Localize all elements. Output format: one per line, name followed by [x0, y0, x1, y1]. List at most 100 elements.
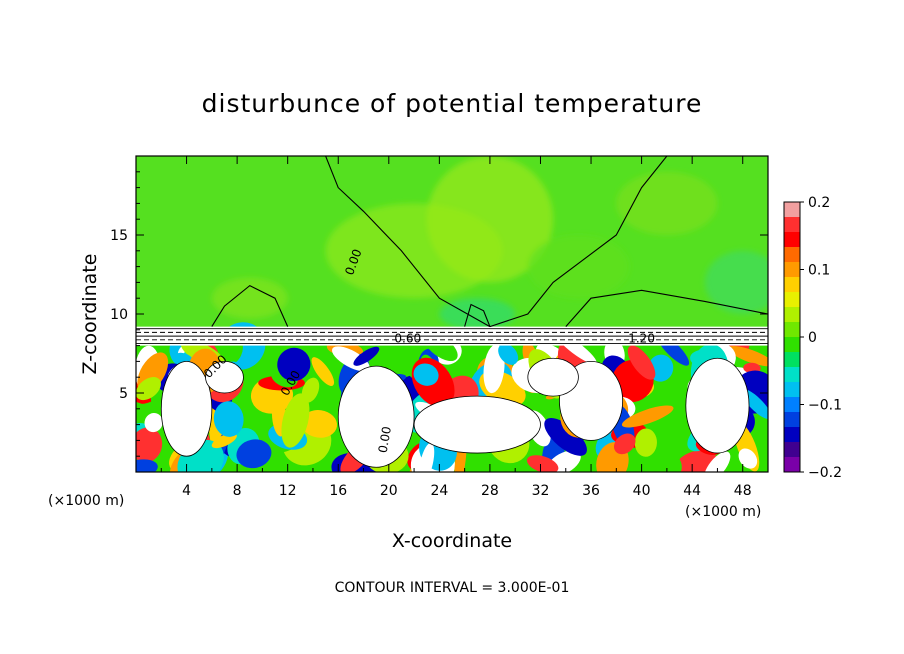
contour-line [489, 156, 668, 328]
lower-shade-blob [301, 377, 320, 403]
contour-label: 0.60 [394, 331, 421, 345]
lower-shade-blob [544, 417, 587, 456]
contour-line [325, 156, 491, 328]
upper-shade-blob [704, 250, 768, 314]
colorbar-swatch [784, 367, 800, 383]
white-core [160, 360, 213, 457]
white-core [205, 361, 244, 394]
x-unit-left: (×1000 m) [48, 493, 124, 509]
colorbar-swatch [784, 442, 800, 458]
lower-shade-blob [418, 442, 435, 472]
x-tick-label: 8 [233, 483, 242, 499]
upper-shade-blob [426, 156, 554, 283]
colorbar-swatch [784, 277, 800, 293]
lower-shade-blob [353, 346, 380, 366]
lower-shade-blob [277, 347, 311, 382]
x-tick-label: 40 [633, 483, 651, 499]
lower-shade-blob [498, 343, 519, 365]
colorbar-swatch [784, 352, 800, 368]
lower-shade-blob [136, 459, 158, 472]
x-tick-label: 16 [329, 483, 347, 499]
contour-lines [211, 156, 768, 328]
colorbar-tick-label: 0.1 [808, 263, 830, 279]
upper-field-shading [211, 156, 768, 330]
upper-shade-blob [527, 235, 629, 299]
x-axis-label: X-coordinate [392, 530, 512, 552]
colorbar-swatch [784, 412, 800, 428]
lower-shade-blob [136, 427, 163, 463]
upper-shade-blob [616, 171, 718, 235]
contour-line [565, 289, 768, 327]
x-unit-right: (×1000 m) [685, 504, 761, 520]
y-axis-label: Z-coordinate [79, 254, 101, 375]
contour-line [464, 303, 491, 327]
lower-shade-blob [301, 410, 338, 438]
colorbar-swatch [784, 457, 800, 473]
lower-shade-blob [674, 450, 719, 472]
lower-shade-blob [281, 393, 310, 448]
x-tick-label: 12 [279, 483, 297, 499]
lower-shade-blob [526, 455, 559, 472]
lower-shade-blob [311, 357, 335, 386]
colorbar-swatch [784, 397, 800, 413]
white-core [337, 365, 415, 468]
upper-shade-blob [439, 298, 516, 330]
colorbar: 0.2 0.1 0 −0.1 −0.2 [783, 195, 842, 481]
lower-shade-blob [144, 413, 163, 433]
x-tick-label: 20 [380, 483, 398, 499]
lower-shade-blob [652, 451, 682, 472]
y-tick-label: 5 [119, 386, 128, 402]
lower-field-shading [136, 322, 768, 472]
colorbar-swatch [784, 322, 800, 338]
white-core [527, 357, 579, 397]
lower-shade-blob [213, 401, 244, 437]
lower-shade-blob [136, 377, 161, 401]
colorbar-tick-label: 0.2 [808, 195, 830, 211]
lower-shade-blob [211, 433, 237, 449]
lower-shade-blob [738, 448, 758, 469]
lower-shade-blob [621, 405, 674, 428]
colorbar-swatch [784, 217, 800, 233]
y-axis: 5 10 15 [110, 171, 768, 457]
chart-title: disturbunce of potential temperature [202, 89, 703, 118]
white-core [413, 395, 541, 454]
lower-shade-blob [704, 451, 731, 472]
colorbar-swatch [784, 292, 800, 308]
colorbar-swatch [784, 247, 800, 263]
lower-shade-blob [236, 439, 272, 469]
x-axis: 4 8 12 16 20 24 28 32 36 40 44 48 [160, 156, 752, 499]
contour-label: 0.00 [376, 425, 394, 454]
x-tick-label: 32 [532, 483, 550, 499]
colorbar-swatch [784, 337, 800, 353]
colorbar-tick-label: −0.2 [808, 465, 842, 481]
colorbar-swatch [784, 427, 800, 443]
colorbar-swatch [784, 307, 800, 323]
contour-interval-note: CONTOUR INTERVAL = 3.000E-01 [335, 580, 570, 596]
colorbar-swatch [784, 262, 800, 278]
lower-shade-blob [613, 433, 636, 455]
x-tick-label: 44 [683, 483, 701, 499]
colorbar-swatch [784, 202, 800, 218]
upper-shade-blob [211, 277, 288, 319]
contour-label: 1.20 [628, 331, 655, 345]
x-tick-label: 28 [481, 483, 499, 499]
colorbar-tick-label: 0 [808, 330, 817, 346]
x-tick-label: 4 [182, 483, 191, 499]
y-tick-label: 15 [110, 228, 128, 244]
lower-shade-blob [627, 345, 656, 380]
lower-shade-blob [727, 345, 768, 367]
x-tick-label: 48 [734, 483, 752, 499]
transition-band [136, 326, 768, 346]
colorbar-swatch [784, 232, 800, 248]
contour-line [211, 284, 289, 327]
colorbar-tick-label: −0.1 [808, 398, 842, 414]
y-tick-label: 10 [110, 307, 128, 323]
lower-shade-blob [483, 344, 505, 394]
x-tick-label: 36 [582, 483, 600, 499]
plot-area [136, 156, 768, 472]
lower-shade-blob [413, 363, 439, 386]
colorbar-swatch [784, 382, 800, 398]
white-core [685, 357, 750, 454]
lower-shade-blob [634, 428, 657, 457]
